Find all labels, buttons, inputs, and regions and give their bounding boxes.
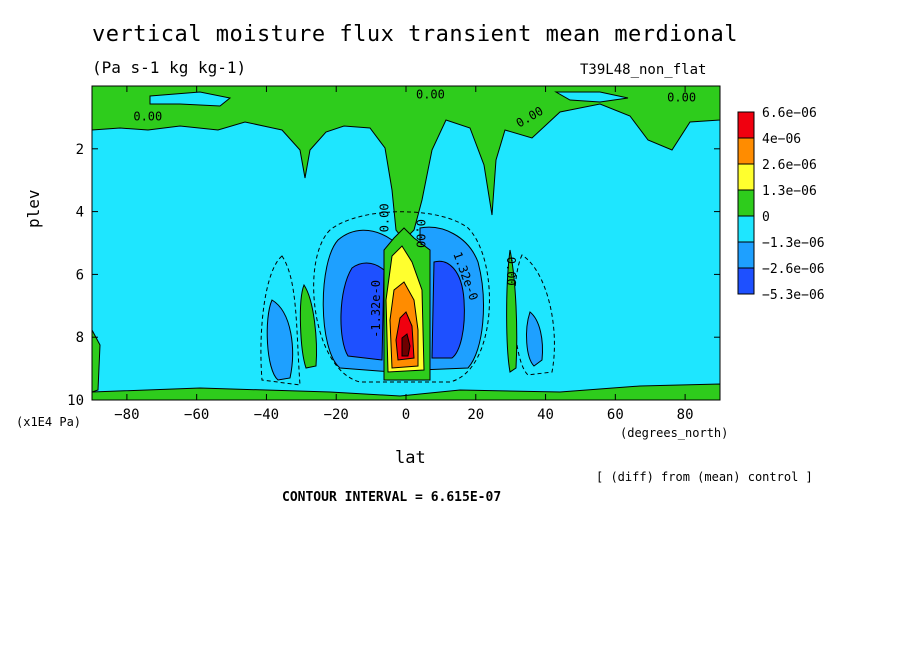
y-axis-ticks: 2 4 6 8 10 bbox=[67, 142, 720, 409]
x-axis-ticks: −80 −60 −40 −20 0 20 40 60 80 bbox=[114, 86, 694, 423]
bottom-green-band bbox=[92, 383, 720, 400]
y-tick-label: 4 bbox=[76, 205, 84, 221]
contour-label: -1.32e-0 bbox=[369, 280, 383, 338]
run-id-label: T39L48_non_flat bbox=[580, 62, 707, 78]
colorbar-label: −1.3e−06 bbox=[762, 236, 825, 251]
contour-label: 0.00 bbox=[413, 219, 427, 248]
colorbar-label: 6.6e−06 bbox=[762, 106, 817, 121]
colorbar-label: 2.6e−06 bbox=[762, 158, 817, 173]
colorbar-label: 4e−06 bbox=[762, 132, 801, 147]
y-axis-units: (x1E4 Pa) bbox=[16, 415, 82, 429]
chart-units: (Pa s-1 kg kg-1) bbox=[92, 58, 247, 77]
center-dark-core bbox=[401, 333, 411, 357]
contour-label: 0.00 bbox=[416, 88, 445, 102]
colorbar-swatch bbox=[737, 111, 755, 139]
dark-blue-core-right bbox=[431, 260, 465, 359]
contour-label: 0.00 bbox=[667, 91, 696, 105]
upper-green-band bbox=[92, 86, 720, 241]
colorbar-swatch bbox=[737, 267, 755, 295]
dashed-contour-center bbox=[313, 211, 490, 383]
x-tick-label: 60 bbox=[607, 407, 624, 423]
colorbar-label: −5.3e−06 bbox=[762, 288, 825, 303]
colorbar-label: −2.6e−06 bbox=[762, 262, 825, 277]
green-strand-left bbox=[299, 283, 317, 369]
colorbar-label: 0 bbox=[762, 210, 770, 225]
x-axis-label: lat bbox=[395, 448, 426, 468]
contour-field bbox=[92, 86, 720, 400]
y-tick-label: 8 bbox=[76, 330, 84, 346]
x-tick-label: −80 bbox=[114, 407, 139, 423]
x-tick-label: 0 bbox=[402, 407, 410, 423]
y-tick-label: 10 bbox=[67, 393, 84, 409]
x-tick-label: −60 bbox=[184, 407, 209, 423]
contour-label: 0.00 bbox=[378, 203, 392, 232]
contour-interval: CONTOUR INTERVAL = 6.615E-07 bbox=[282, 490, 502, 505]
left-edge-green bbox=[92, 329, 101, 393]
x-tick-label: 40 bbox=[537, 407, 554, 423]
colorbar-swatch bbox=[737, 137, 755, 165]
contour-label: 0.00 bbox=[504, 257, 518, 286]
green-blob-right-top bbox=[554, 91, 629, 103]
green-blob-left-top bbox=[149, 91, 232, 107]
x-axis-units: (degrees_north) bbox=[620, 426, 729, 440]
x-tick-label: −20 bbox=[324, 407, 349, 423]
green-strand-right bbox=[506, 249, 518, 373]
blue-blob-far-right bbox=[526, 311, 543, 367]
contour-label: 0.00 bbox=[133, 110, 162, 124]
colorbar-swatch bbox=[737, 189, 755, 217]
diff-note: [ (diff) from (mean) control ] bbox=[596, 470, 813, 484]
colorbar-label: 1.3e−06 bbox=[762, 184, 817, 199]
blue-blob-far-left bbox=[266, 299, 294, 381]
dashed-contour-left bbox=[260, 255, 301, 386]
dark-blue-core-left bbox=[340, 262, 385, 361]
x-tick-label: 80 bbox=[677, 407, 694, 423]
colorbar-swatch bbox=[737, 241, 755, 269]
colorbar-swatch bbox=[737, 215, 755, 243]
colorbar: 6.6e−06 4e−06 2.6e−06 1.3e−06 0 −1.3e−06 −2.6e… bbox=[737, 106, 825, 303]
colorbar-swatch bbox=[737, 163, 755, 191]
chart-title: vertical moisture flux transient mean me… bbox=[92, 22, 739, 47]
x-tick-label: 20 bbox=[467, 407, 484, 423]
y-tick-label: 2 bbox=[76, 142, 84, 158]
y-tick-label: 6 bbox=[76, 267, 84, 283]
x-tick-label: −40 bbox=[254, 407, 279, 423]
